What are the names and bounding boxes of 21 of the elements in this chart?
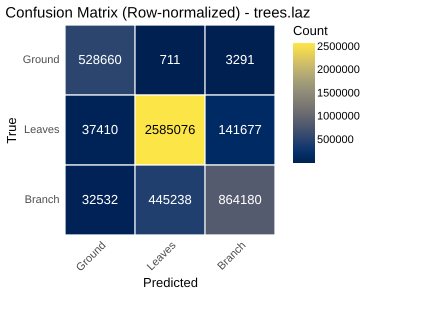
y-tick-label: Leaves	[24, 124, 60, 136]
color-bar-label: 2000000	[317, 64, 360, 76]
data-label: 2585076	[144, 122, 196, 137]
x-axis-title: Predicted	[143, 275, 198, 290]
color-bar-label: 1500000	[317, 87, 360, 100]
data-label: 864180	[218, 192, 262, 207]
data-label: 141677	[218, 122, 262, 137]
data-label: 711	[160, 52, 180, 67]
data-label: 3291	[226, 52, 254, 67]
data-label: 37410	[82, 122, 118, 137]
color-bar-label: 500000	[317, 134, 354, 146]
y-axis-title: True	[4, 117, 19, 144]
data-label: 32532	[82, 192, 118, 207]
data-label: 528660	[78, 52, 122, 67]
color-bar-title: Count	[293, 23, 328, 38]
data-label: 445238	[148, 192, 192, 207]
y-tick-label: Ground	[22, 54, 60, 66]
y-tick-label: Branch	[24, 194, 60, 206]
chart-title: Confusion Matrix (Row-normalized) - trees.laz	[5, 4, 310, 22]
color-bar-label: 2500000	[317, 40, 360, 53]
color-bar-label: 1000000	[317, 110, 360, 123]
